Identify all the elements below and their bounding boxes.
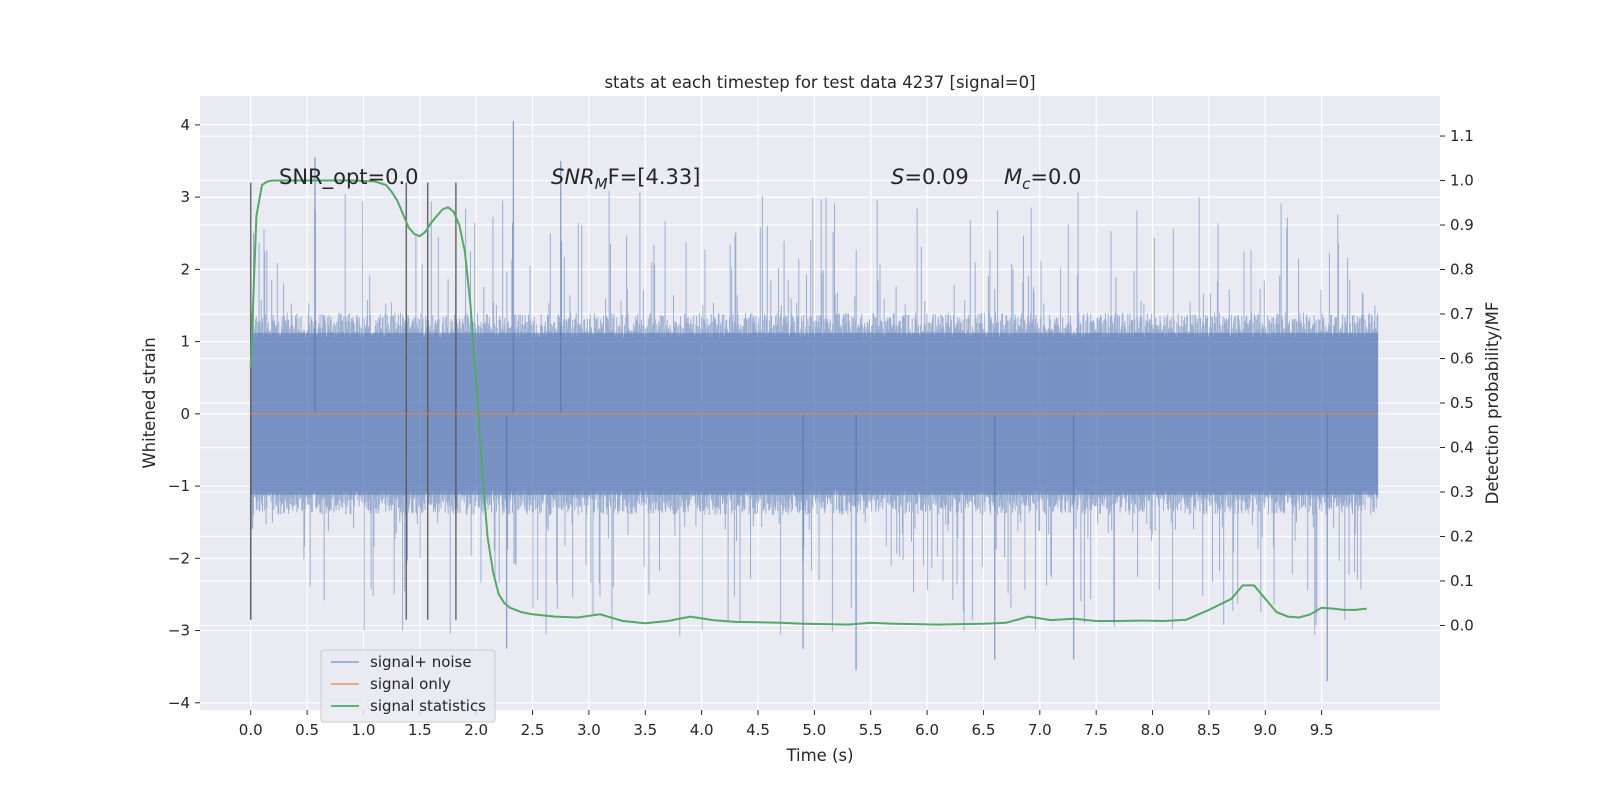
- annotation-s-var: S: [891, 165, 904, 189]
- x-tick-label: 5.5: [859, 721, 883, 739]
- y-tick-label: −4: [168, 694, 190, 712]
- x-tick-label: 5.0: [802, 721, 826, 739]
- x-tick-label: 6.0: [915, 721, 939, 739]
- x-tick-label: 3.0: [577, 721, 601, 739]
- legend-box: [320, 649, 496, 723]
- x-tick-label: 4.5: [746, 721, 770, 739]
- x-tick-label: 7.5: [1084, 721, 1108, 739]
- legend-label-signal-only: signal only: [370, 675, 451, 693]
- legend-label-signal-statistics: signal statistics: [370, 697, 486, 715]
- x-tick-label: 7.0: [1028, 721, 1052, 739]
- y-tick-label: −3: [168, 622, 190, 640]
- x-tick-label: 1.0: [352, 721, 376, 739]
- y-tick-label: 0: [180, 405, 190, 423]
- x-tick-label: 2.5: [521, 721, 545, 739]
- y2-axis-ticks: 1.1 1.0 0.9 0.8 0.7 0.6 0.5 0.4 0.3 0.2 0.1 0.0: [1440, 127, 1474, 634]
- x-axis-ticks: 0.0 0.5 1.0 1.5 2.0 2.5 3.0 3.5 4.0 4.5 5.0 5.5 6.0 6…: [239, 710, 1334, 739]
- y2-tick-label: 0.2: [1450, 527, 1474, 545]
- y-tick-label: 3: [180, 188, 190, 206]
- annotation-mc-var: M: [1004, 165, 1022, 189]
- y2-tick-label: 0.3: [1450, 483, 1474, 501]
- annotation-mc-val: =0.0: [1030, 165, 1081, 189]
- annotation-snr-mf-main: SNR: [551, 165, 595, 189]
- legend-label-signal-noise: signal+ noise: [370, 653, 472, 671]
- annotation-s-val: =0.09: [904, 165, 968, 189]
- y2-tick-label: 0.1: [1450, 572, 1474, 590]
- x-tick-label: 0.0: [239, 721, 263, 739]
- y2-tick-label: 0.0: [1450, 616, 1474, 634]
- x-tick-label: 9.5: [1310, 721, 1334, 739]
- y2-tick-label: 0.8: [1450, 261, 1474, 279]
- x-tick-label: 1.5: [408, 721, 432, 739]
- x-tick-label: 0.5: [295, 721, 319, 739]
- annotation-snr-mf-sub: M: [595, 175, 608, 193]
- y2-tick-label: 0.4: [1450, 438, 1474, 456]
- series-signal-statistics: [249, 179, 1367, 626]
- annotation-mc-sub: c: [1022, 175, 1031, 193]
- annotation-snr-mf: SNRMF=[4.33]: [551, 165, 700, 193]
- y-tick-label: −1: [168, 477, 190, 495]
- x-tick-label: 8.5: [1197, 721, 1221, 739]
- legend: signal+ noise signal only signal statist…: [320, 649, 496, 723]
- chart-title: stats at each timestep for test data 423…: [604, 73, 1035, 92]
- y2-tick-label: 1.1: [1450, 127, 1474, 145]
- y2-tick-label: 0.6: [1450, 350, 1474, 368]
- y-tick-label: 4: [180, 116, 190, 134]
- x-tick-label: 6.5: [972, 721, 996, 739]
- annotation-snr-opt: SNR_opt=0.0: [279, 165, 419, 190]
- y-tick-label: 1: [180, 333, 190, 351]
- x-tick-label: 4.0: [690, 721, 714, 739]
- y-axis-ticks: 4 3 2 1 0 −1 −2 −3 −4: [168, 116, 200, 712]
- y2-tick-label: 0.9: [1450, 216, 1474, 234]
- x-tick-label: 8.0: [1141, 721, 1165, 739]
- y2-tick-label: 0.7: [1450, 305, 1474, 323]
- y-tick-label: 2: [180, 260, 190, 278]
- y-axis-label: Whitened strain: [140, 337, 159, 468]
- annotation-s: S=0.09: [891, 165, 969, 189]
- x-axis-label: Time (s): [785, 746, 853, 765]
- x-tick-label: 9.0: [1253, 721, 1277, 739]
- y2-axis-label: Detection probability/MF: [1483, 302, 1502, 505]
- x-tick-label: 3.5: [633, 721, 657, 739]
- y2-tick-label: 1.0: [1450, 172, 1474, 190]
- y2-tick-label: 0.5: [1450, 394, 1474, 412]
- series-layer: [249, 121, 1379, 682]
- x-tick-label: 2.0: [464, 721, 488, 739]
- annotation-snr-mf-rest: F=[4.33]: [608, 165, 701, 189]
- y-tick-label: −2: [168, 549, 190, 567]
- annotation-mc: Mc=0.0: [1004, 165, 1081, 193]
